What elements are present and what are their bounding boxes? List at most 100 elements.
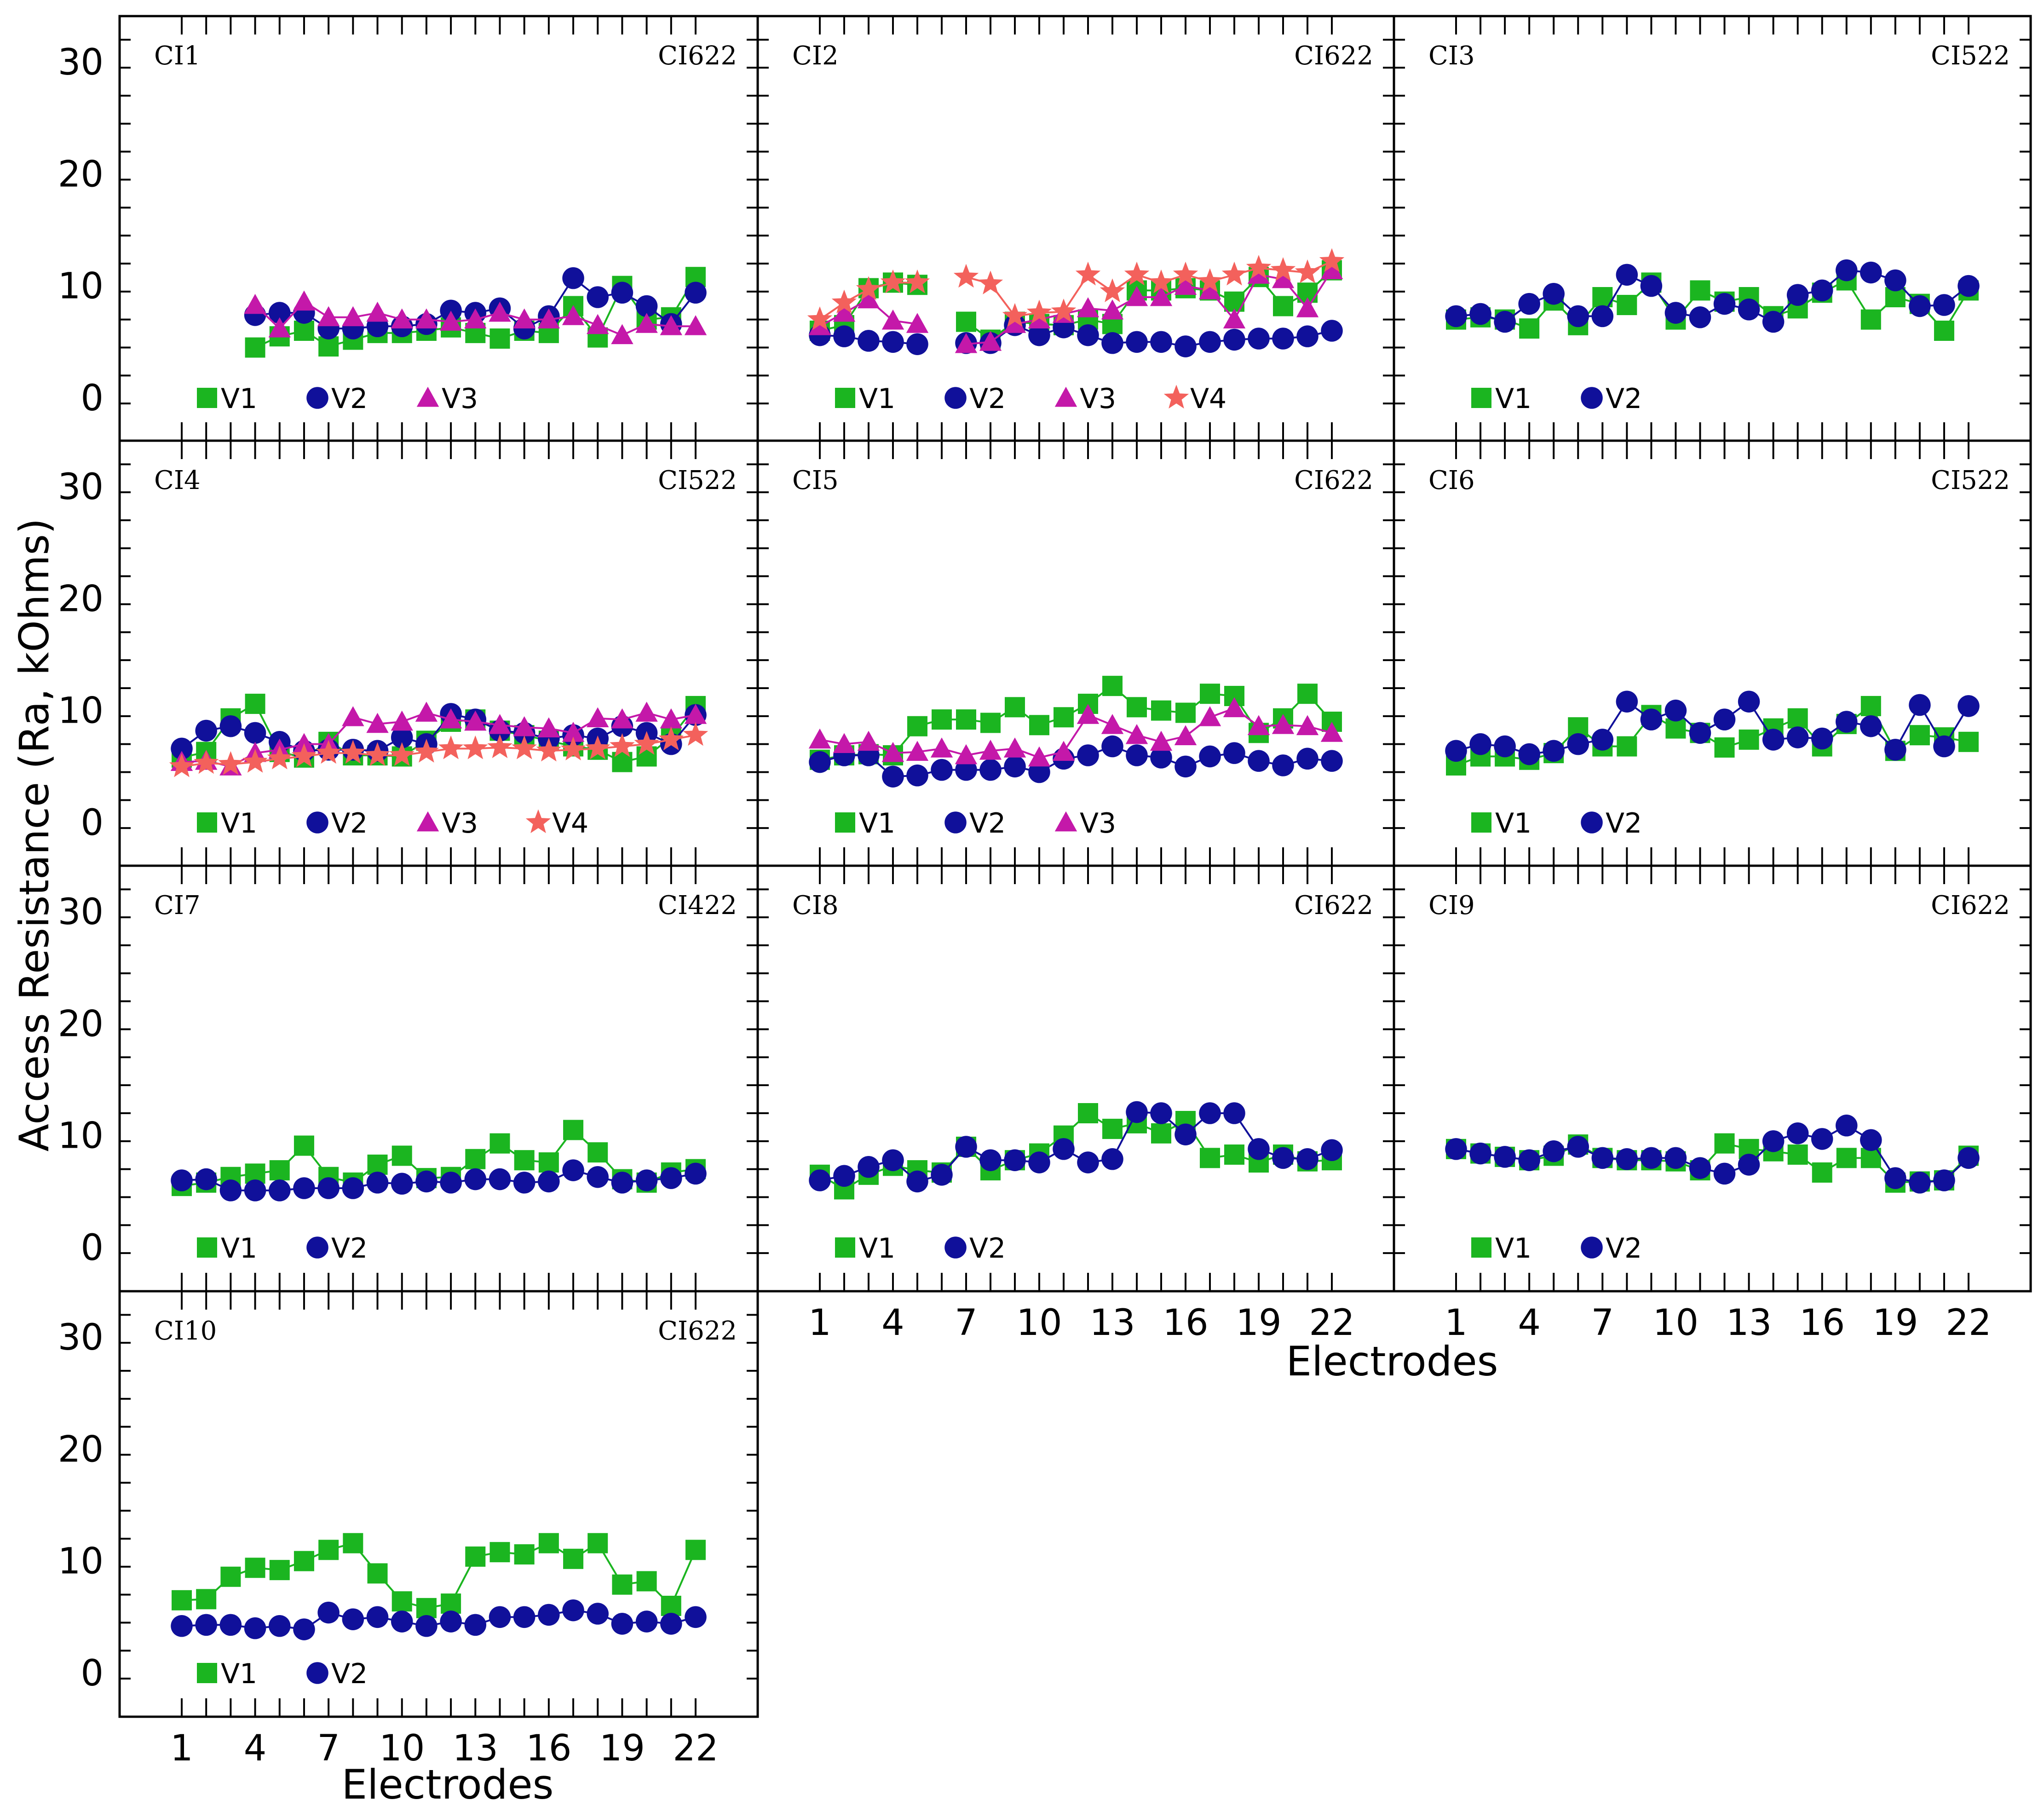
legend-label: V2 — [331, 383, 368, 415]
data-point — [1223, 328, 1245, 351]
y-axis-title: Access Resistance (Ra, kOhms) — [11, 518, 58, 1152]
data-point — [391, 710, 413, 731]
data-point — [1148, 269, 1174, 293]
data-point — [1664, 302, 1687, 324]
y-tick-label: 30 — [58, 42, 104, 83]
series-v2 — [1445, 1115, 1980, 1194]
data-point — [858, 330, 880, 352]
y-tick-label: 0 — [81, 378, 104, 419]
data-point — [1811, 279, 1833, 302]
data-point — [1246, 255, 1272, 279]
data-point — [1494, 1146, 1516, 1168]
panel-frame — [1393, 439, 2032, 867]
data-point — [367, 1563, 388, 1584]
data-point — [1519, 318, 1540, 339]
legend-label: V1 — [221, 1658, 257, 1690]
data-point — [1125, 286, 1148, 306]
data-point — [1270, 257, 1296, 281]
data-point — [831, 289, 857, 314]
data-point — [1811, 727, 1833, 750]
x-tick-label: 16 — [1163, 1302, 1208, 1344]
panel-device-label: CI522 — [1931, 466, 2010, 495]
data-point — [1713, 1162, 1736, 1185]
legend-marker-v1 — [197, 388, 217, 408]
data-point — [1690, 280, 1710, 301]
x-tick-label: 19 — [1236, 1302, 1281, 1344]
legend-label: V1 — [1495, 1232, 1532, 1265]
legend-marker-v4 — [525, 809, 551, 834]
y-tick-label: 0 — [81, 1653, 104, 1694]
legend-marker-v1 — [1471, 388, 1491, 408]
data-point — [1296, 1148, 1319, 1170]
data-point — [195, 1168, 217, 1190]
panel-ci2: CI2 CI622 V1 V2 V3 V4 — [756, 15, 1395, 442]
data-point — [1762, 729, 1785, 751]
data-point — [1567, 733, 1589, 755]
data-point — [1054, 707, 1074, 728]
data-point — [562, 1159, 584, 1181]
legend-label: V2 — [331, 807, 368, 840]
series-v1 — [172, 1533, 706, 1618]
data-point — [611, 708, 633, 729]
data-point — [1221, 261, 1247, 286]
data-point — [415, 308, 438, 329]
data-point — [171, 1615, 193, 1637]
panel-subject-label: CI6 — [1428, 466, 1475, 495]
panel-subject-label: CI7 — [154, 891, 201, 920]
data-point — [1640, 708, 1663, 730]
legend-marker-v2 — [1581, 1236, 1603, 1259]
legend-marker-v4 — [1163, 385, 1189, 409]
x-tick-label: 10 — [1016, 1302, 1062, 1344]
data-point — [537, 308, 560, 329]
y-tick-label: 0 — [81, 1227, 104, 1269]
data-point — [489, 301, 511, 322]
legend-label: V2 — [1606, 383, 1642, 415]
data-point — [415, 1170, 438, 1193]
legend-label: V1 — [221, 1232, 257, 1265]
legend-marker-v2 — [1581, 811, 1603, 834]
data-point — [1934, 321, 1954, 341]
data-point — [367, 1154, 388, 1175]
data-point — [1126, 1101, 1148, 1123]
data-point — [342, 306, 364, 327]
data-point — [1836, 1115, 1858, 1137]
data-point — [1321, 1139, 1343, 1162]
data-point — [439, 708, 462, 729]
data-point — [1199, 745, 1221, 768]
data-point — [1199, 1102, 1221, 1124]
data-point — [269, 302, 291, 324]
data-point — [685, 282, 707, 304]
data-point — [1028, 761, 1050, 783]
panel-ci5: CI5 CI622 V1 V2 V3 — [756, 439, 1395, 867]
series-v2 — [809, 735, 1343, 788]
data-point — [634, 731, 659, 755]
y-tick-label: 10 — [58, 266, 104, 307]
data-point — [979, 331, 1002, 351]
data-point — [956, 311, 976, 332]
panel-subject-label: CI1 — [154, 41, 201, 71]
legend-label: V2 — [331, 1232, 368, 1265]
data-point — [1518, 293, 1540, 315]
data-point — [1272, 754, 1294, 776]
data-point — [1494, 735, 1516, 758]
legend-marker-v3 — [1054, 811, 1077, 832]
data-point — [857, 288, 880, 309]
legend: V1 V2 V3 — [835, 807, 1116, 840]
data-point — [219, 1614, 242, 1636]
data-point — [833, 301, 856, 322]
y-tick-label: 20 — [58, 1003, 104, 1045]
x-tick-label: 22 — [1946, 1302, 1991, 1344]
data-point — [1028, 1151, 1050, 1173]
data-point — [391, 1610, 413, 1633]
data-point — [1836, 259, 1858, 282]
data-point — [536, 737, 562, 762]
data-point — [1786, 284, 1809, 306]
data-point — [1762, 1130, 1785, 1152]
data-point — [440, 1172, 462, 1194]
data-point — [906, 333, 928, 355]
panel-ci6: CI6 CI522 V1 V2 — [1393, 439, 2032, 867]
series-v4 — [807, 248, 1345, 330]
data-point — [1591, 1147, 1614, 1169]
data-point — [636, 1571, 657, 1592]
series-v4 — [169, 722, 708, 777]
